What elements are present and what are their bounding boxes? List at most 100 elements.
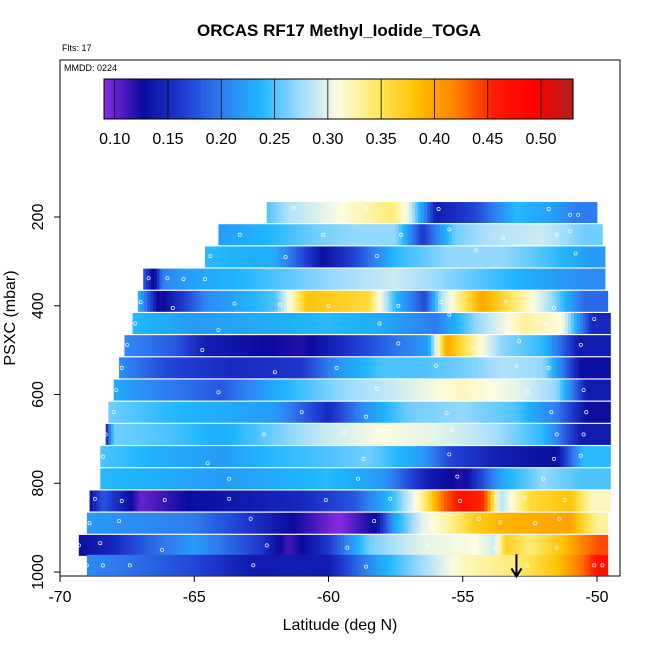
heat-cell <box>503 468 507 490</box>
colorbar-cell <box>146 79 152 119</box>
heat-cell <box>179 401 183 423</box>
sample-point <box>111 410 116 415</box>
heat-cell <box>498 401 502 423</box>
heat-cell <box>392 534 397 556</box>
heat-cell <box>331 534 336 556</box>
heat-cell <box>438 268 442 290</box>
heat-cell <box>560 290 564 312</box>
heat-cell <box>589 335 594 357</box>
heat-cell <box>301 290 305 312</box>
heat-cell <box>135 534 139 556</box>
heat-cell <box>496 468 501 490</box>
heat-cell <box>188 490 192 512</box>
heat-cell <box>236 512 240 534</box>
heat-cell <box>169 335 173 357</box>
heat-cell <box>209 534 213 556</box>
heat-cell <box>259 446 264 468</box>
heat-cell <box>256 554 261 576</box>
heat-cell <box>332 202 337 224</box>
heat-cell <box>182 357 187 379</box>
heat-cell <box>592 224 597 246</box>
heat-cell <box>496 357 501 379</box>
heat-cell <box>261 357 266 379</box>
heat-cell <box>304 335 308 357</box>
heat-cell <box>258 357 263 379</box>
heat-cell <box>532 490 537 512</box>
heat-cell <box>601 313 605 334</box>
heat-cell <box>197 423 201 445</box>
sample-point <box>428 521 433 526</box>
heat-cell <box>432 554 437 576</box>
heat-cell <box>409 554 413 576</box>
heat-cell <box>437 335 441 357</box>
heat-cell <box>445 202 449 224</box>
heat-cell <box>227 534 232 556</box>
heat-cell <box>537 468 541 490</box>
colorbar-cell <box>479 79 484 119</box>
sample-point <box>450 428 454 432</box>
heat-cell <box>465 468 470 490</box>
heat-cell <box>395 446 400 468</box>
heat-cell <box>350 534 354 556</box>
heat-cell <box>288 534 292 556</box>
heat-cell <box>557 357 562 379</box>
heat-cell <box>497 534 501 556</box>
heat-cell <box>465 268 470 290</box>
heat-cell <box>197 379 201 401</box>
heat-cell <box>374 401 379 423</box>
pressure-layer <box>89 490 611 512</box>
heat-cell <box>434 512 438 534</box>
heat-cell <box>265 268 270 290</box>
heat-cell <box>449 335 453 357</box>
heat-cell <box>253 423 258 445</box>
heat-cell <box>577 290 582 312</box>
heat-cell <box>435 268 439 290</box>
heat-cell <box>123 490 128 512</box>
heat-cell <box>289 512 294 534</box>
heat-cell <box>402 202 407 224</box>
sample-point <box>568 229 573 234</box>
heat-cell <box>403 357 408 379</box>
y-tick-label: 600 <box>30 381 47 408</box>
heat-cell <box>113 534 118 556</box>
heat-cell <box>335 357 340 379</box>
heat-cell <box>224 512 228 534</box>
heat-cell <box>171 268 175 290</box>
heat-cell <box>289 357 293 379</box>
heat-cell <box>146 357 150 379</box>
heat-cell <box>428 224 432 246</box>
heat-cell <box>196 268 200 290</box>
sample-point <box>447 227 452 232</box>
heat-cell <box>339 512 343 534</box>
sample-point <box>84 563 89 568</box>
heat-cell <box>550 202 555 224</box>
heat-cell <box>340 468 344 490</box>
heat-cell <box>104 512 109 534</box>
heat-cell <box>562 401 566 423</box>
heat-cell <box>563 423 567 445</box>
heat-cell <box>413 512 417 534</box>
heat-cell <box>254 224 258 246</box>
heat-cell <box>347 534 351 556</box>
heat-cell <box>515 468 519 490</box>
heat-cell <box>488 335 492 357</box>
heat-cell <box>209 313 213 334</box>
heat-cell <box>545 490 549 512</box>
heat-cell <box>462 490 467 512</box>
sample-point <box>248 516 253 521</box>
heat-cell <box>541 401 545 423</box>
heat-cell <box>468 268 473 290</box>
heat-cell <box>378 401 382 423</box>
heat-cell <box>176 490 180 512</box>
heat-cell <box>380 379 385 401</box>
heat-cell <box>176 423 180 445</box>
heat-cell <box>467 534 471 556</box>
heat-cell <box>589 357 594 379</box>
heat-cell <box>554 335 559 357</box>
heat-cell <box>448 468 452 490</box>
heat-cell <box>497 446 501 468</box>
heat-cell <box>114 490 119 512</box>
colorbar-cell <box>412 79 418 119</box>
heat-cell <box>343 401 348 423</box>
heat-cell <box>586 554 591 576</box>
